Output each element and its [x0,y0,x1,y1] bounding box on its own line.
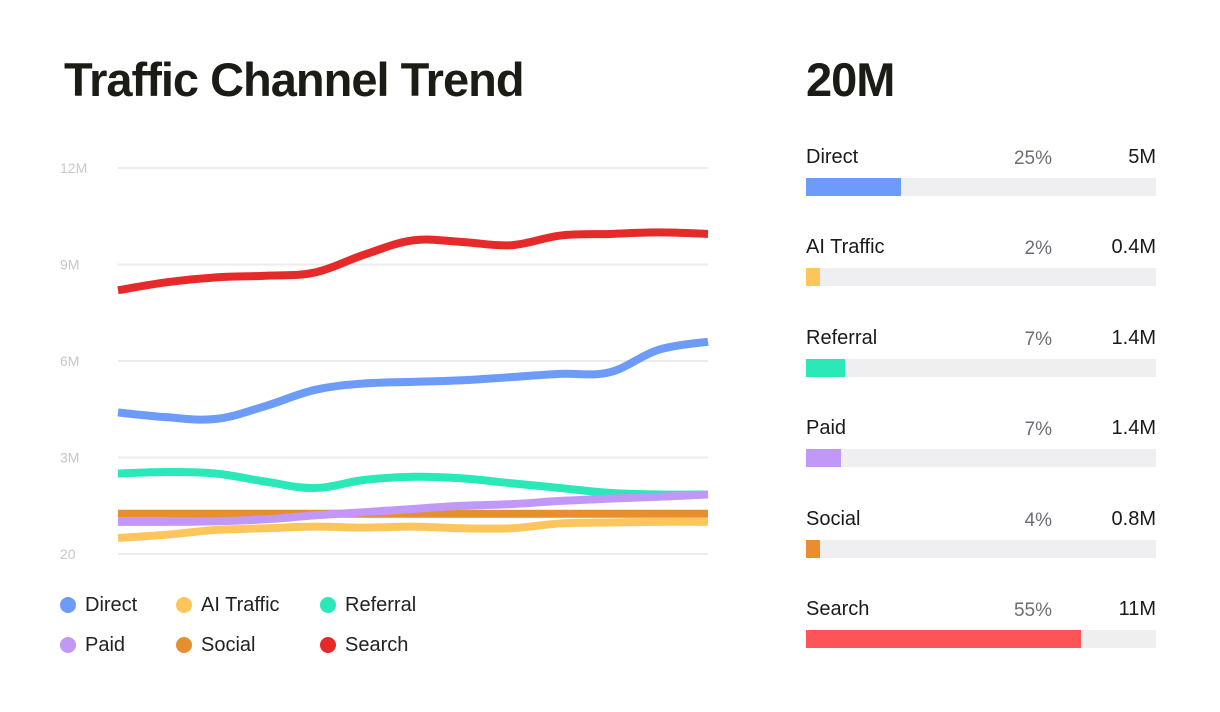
chart-legend: Direct AI Traffic Referral Paid Social S… [60,585,480,665]
progress-track [806,358,1156,377]
breakdown-item-ai-traffic: AI Traffic 2% 0.4M [806,234,1156,324]
channel-value: 1.4M [1111,326,1156,349]
legend-row: Paid Social Search [60,625,480,665]
channel-percent: 4% [1024,509,1052,531]
traffic-trend-chart: 20 3M 6M 9M 12M [60,160,709,562]
legend-item-referral[interactable]: Referral [320,594,416,617]
legend-label: Direct [85,593,138,616]
channel-percent: 25% [1013,148,1052,169]
breakdown-item-social: Social 4% 0.8M [806,506,1156,596]
legend-label: Referral [345,593,417,616]
channel-label: Paid [806,417,847,440]
breakdown-item-paid: Paid 7% 1.4M [806,415,1156,505]
channel-value: 0.4M [1111,236,1156,259]
series-line-direct[interactable] [117,337,709,424]
channel-label: Direct [806,146,859,168]
progress-track [806,449,1156,468]
legend-dot-icon [60,597,76,613]
channel-breakdown: Direct 25% 5M AI Traffic 2% 0.4M Referra… [806,144,1156,686]
channel-percent: 7% [1024,328,1052,350]
progress-fill [806,358,845,377]
channel-value: 5M [1128,146,1156,168]
breakdown-item-search: Search 55% 11M [806,596,1156,686]
breakdown-item-referral: Referral 7% 1.4M [806,325,1156,415]
legend-dot-icon [320,637,336,653]
legend-dot-icon [176,637,192,653]
legend-item-search[interactable]: Search [320,634,408,657]
channel-percent: 55% [1013,599,1052,621]
series-line-search[interactable] [117,228,709,295]
progress-track [806,268,1156,287]
channel-value: 11M [1118,597,1156,620]
series-line-paid[interactable] [117,490,709,526]
progress-fill [806,449,841,468]
legend-label: Social [201,633,256,656]
channel-value: 0.8M [1111,507,1156,530]
legend-label: AI Traffic [201,593,280,616]
y-tick-label: 3M [60,450,79,466]
y-tick-label: 12M [60,160,87,176]
legend-dot-icon [60,637,76,653]
breakdown-item-direct: Direct 25% 5M [806,144,1156,234]
channel-label: Referral [806,326,878,349]
legend-label: Search [345,633,409,656]
legend-row: Direct AI Traffic Referral [60,585,480,625]
y-tick-label: 6M [60,353,79,369]
progress-fill [806,268,820,287]
progress-fill [806,178,901,196]
channel-label: Search [806,597,870,620]
progress-fill [806,629,1082,648]
legend-label: Paid [85,633,126,656]
total-traffic-value: 20M [806,53,895,106]
legend-item-direct[interactable]: Direct [60,594,176,617]
legend-dot-icon [176,597,192,613]
series-line-referral[interactable] [117,467,709,499]
progress-track [806,178,1156,196]
channel-label: AI Traffic [806,236,885,259]
channel-percent: 7% [1024,419,1052,441]
legend-item-ai-traffic[interactable]: AI Traffic [176,594,320,617]
series-line-ai-traffic[interactable] [117,517,709,542]
y-tick-label: 20 [60,546,76,562]
progress-track [806,629,1156,648]
channel-percent: 2% [1024,238,1052,260]
legend-item-social[interactable]: Social [176,634,320,657]
legend-item-paid[interactable]: Paid [60,634,176,657]
y-tick-label: 9M [60,257,79,273]
channel-value: 1.4M [1111,417,1156,440]
page-title: Traffic Channel Trend [64,53,525,106]
progress-track [806,539,1156,558]
progress-fill [806,539,820,558]
legend-dot-icon [320,597,336,613]
channel-label: Social [806,507,861,530]
